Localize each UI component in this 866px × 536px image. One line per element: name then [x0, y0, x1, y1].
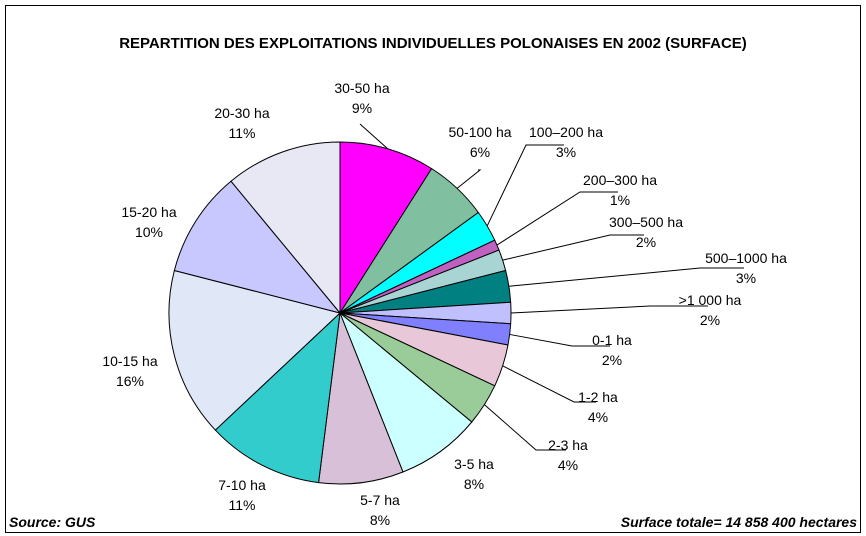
slice-label: 2-3 ha [548, 437, 588, 453]
slice-label: 300–500 ha [609, 214, 683, 230]
slice-value: 11% [229, 497, 256, 513]
slice-value: 3% [736, 270, 756, 286]
slice-label: 10-15 ha [102, 353, 157, 369]
frame [5, 5, 861, 533]
leader-line [456, 169, 482, 189]
slice-value: 10% [135, 224, 163, 240]
slice-value: 16% [116, 373, 144, 389]
slice-value: 4% [588, 409, 608, 425]
slice-value: 4% [558, 457, 578, 473]
slice-value: 3% [556, 144, 576, 160]
leader-line [484, 404, 566, 451]
leader-line [502, 234, 644, 261]
slice-value: 11% [229, 125, 256, 141]
slice-value: 8% [464, 476, 484, 492]
pie-slice [214, 311, 341, 484]
slice-label: 0-1 ha [592, 332, 632, 348]
leader-line [509, 333, 610, 347]
leader-line [486, 144, 564, 227]
chart-title: REPARTITION DES EXPLOITATIONS INDIVIDUEL… [119, 35, 747, 52]
slice-label: 7-10 ha [218, 477, 266, 493]
pie-slice [173, 180, 342, 314]
pie-slice [339, 141, 433, 315]
slice-value: 2% [602, 352, 622, 368]
pie-slice [168, 269, 342, 431]
slice-value: 2% [636, 234, 656, 250]
slice-label: >1 000 ha [679, 292, 742, 308]
slice-label: 200–300 ha [583, 172, 657, 188]
slice-value: 1% [610, 192, 630, 208]
note: Surface totale= 14 858 400 hectares [620, 514, 857, 530]
slice-value: 8% [370, 512, 390, 528]
slice-label: 500–1000 ha [705, 250, 787, 266]
leader-line [496, 191, 618, 246]
slice-value: 9% [352, 100, 372, 116]
slice-value: 2% [700, 312, 720, 328]
leader-line [508, 267, 744, 287]
slice-label: 100–200 ha [529, 124, 603, 140]
leader-line [359, 123, 389, 150]
slice-label: 5-7 ha [360, 492, 400, 508]
slice-value: 6% [470, 144, 490, 160]
slice-label: 20-30 ha [214, 105, 269, 121]
leader-line [510, 305, 708, 314]
leader-line [502, 365, 596, 403]
slice-label: 1-2 ha [578, 389, 618, 405]
source: Source: GUS [9, 514, 96, 530]
slice-label: 30-50 ha [334, 80, 389, 96]
pie-slice [230, 141, 341, 315]
slice-label: 3-5 ha [454, 456, 494, 472]
slice-label: 50-100 ha [448, 124, 511, 140]
slice-label: 15-20 ha [121, 204, 176, 220]
